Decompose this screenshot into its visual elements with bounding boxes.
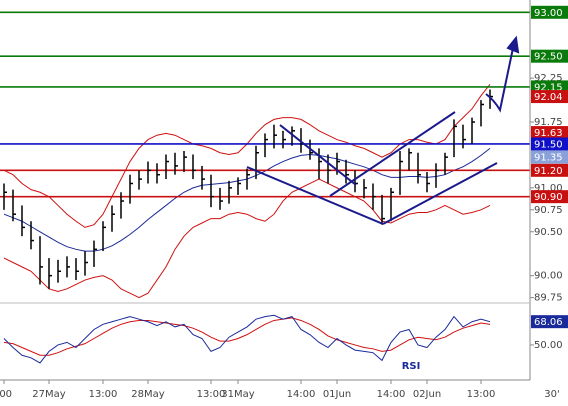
value-box — [531, 315, 568, 329]
value-box-label: 93.00 — [534, 8, 563, 19]
value-box-label: 92.15 — [534, 82, 563, 93]
x-tick-label: 13:00 — [197, 389, 226, 400]
y-tick-label: 89.75 — [534, 293, 563, 304]
y-tick-label: 90.00 — [534, 271, 563, 282]
x-tick-label: 31May — [221, 389, 254, 400]
projection-arrow — [485, 47, 514, 113]
value-box-label: 92.04 — [534, 92, 563, 103]
y-tick-label: 50.00 — [534, 340, 563, 351]
value-box-label: 92.50 — [534, 52, 563, 63]
value-box — [531, 5, 568, 19]
trend-line — [382, 162, 498, 225]
x-tick-label: 01Jun — [323, 389, 351, 400]
value-box-label: 90.90 — [534, 192, 563, 203]
rsi-label: RSI — [402, 361, 421, 372]
value-box-label: 91.63 — [534, 128, 563, 139]
trend-drawings — [246, 35, 520, 225]
value-box-label: 91.20 — [534, 166, 563, 177]
x-tick-label: 14:00 — [377, 389, 406, 400]
value-box-label: 91.35 — [534, 153, 563, 164]
rsi-line — [3, 317, 491, 356]
value-box — [531, 150, 568, 164]
value-box — [531, 49, 568, 63]
overlay-line — [3, 178, 491, 299]
value-box-label: 91.50 — [534, 139, 563, 150]
x-tick-label: 27May — [32, 389, 65, 400]
rsi-line — [3, 314, 491, 364]
x-tick-label: 28May — [131, 389, 164, 400]
trend-line — [329, 111, 456, 197]
arrow-head — [506, 35, 520, 54]
x-tick-label: 13:00 — [467, 389, 496, 400]
x-tick-label: 14:00 — [287, 389, 316, 400]
value-box-label: 68.06 — [534, 317, 563, 328]
value-box — [531, 137, 568, 151]
x-tick-label: 13:00 — [89, 389, 118, 400]
value-box — [531, 163, 568, 177]
y-tick-label: 91.75 — [534, 117, 563, 128]
y-tick-label: 90.75 — [534, 205, 563, 216]
value-box — [531, 126, 568, 140]
value-box — [531, 90, 568, 104]
y-tick-label: 92.25 — [534, 73, 563, 84]
y-tick-label: 90.50 — [534, 227, 563, 238]
plot: 89.75 90.00 90.50 90.75 91.00 91.75 92.25 :00 27… — [0, 5, 568, 400]
trend-line — [279, 124, 357, 186]
trend-line — [246, 166, 384, 225]
value-box — [531, 190, 568, 204]
x-tick-label: :00 — [0, 389, 12, 400]
x-tick-label: 02Jun — [413, 389, 441, 400]
y-tick-label: 91.00 — [534, 183, 563, 194]
timeframe: 30' — [544, 389, 559, 400]
